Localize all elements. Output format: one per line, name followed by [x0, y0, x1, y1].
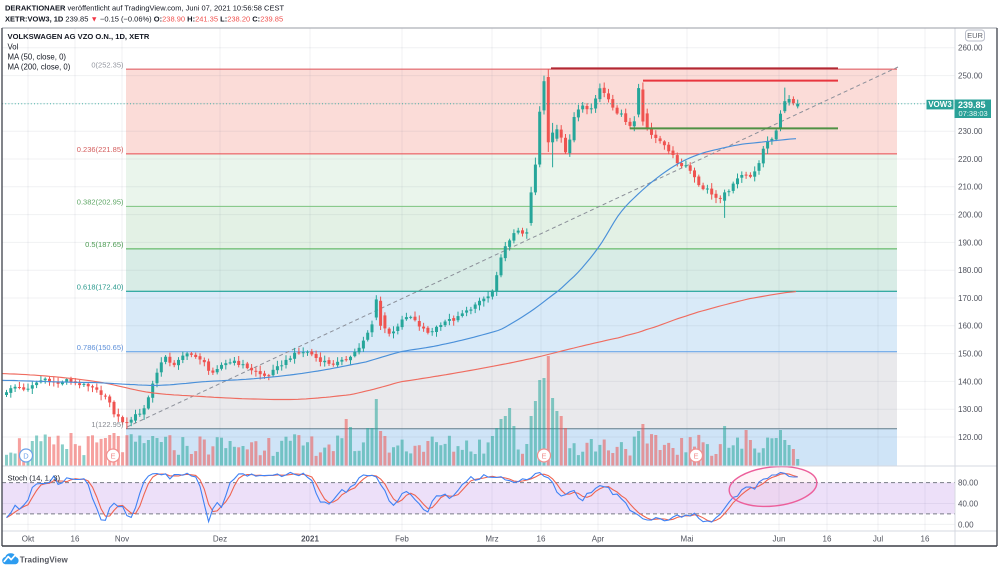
svg-text:180.00: 180.00: [958, 266, 983, 275]
svg-text:16: 16: [823, 534, 832, 543]
svg-text:Mrz: Mrz: [485, 534, 498, 543]
svg-text:239.85: 239.85: [958, 100, 986, 110]
svg-text:Jul: Jul: [873, 534, 883, 543]
svg-text:190.00: 190.00: [958, 238, 983, 247]
svg-text:Stoch (14, 1, 3): Stoch (14, 1, 3): [8, 474, 61, 483]
svg-text:260.00: 260.00: [958, 44, 983, 53]
svg-text:220.00: 220.00: [958, 155, 983, 164]
svg-text:MA (200, close, 0): MA (200, close, 0): [8, 63, 71, 72]
svg-text:E: E: [110, 451, 115, 460]
svg-text:120.00: 120.00: [958, 433, 983, 442]
svg-text:170.00: 170.00: [958, 294, 983, 303]
svg-text:150.00: 150.00: [958, 350, 983, 359]
svg-text:XETR:VOW3, 1D 239.85 ▼ −0.15: XETR:VOW3, 1D 239.85 ▼ −0.15 (−0.06%) O:…: [5, 15, 283, 24]
svg-text:0.618(172.40): 0.618(172.40): [77, 283, 124, 292]
svg-text:VOLKSWAGEN AG VZO O.N., 1D, XE: VOLKSWAGEN AG VZO O.N., 1D, XETR: [8, 32, 150, 41]
svg-text:MA (50, close, 0): MA (50, close, 0): [8, 52, 67, 61]
svg-text:16: 16: [537, 534, 546, 543]
svg-text:1(122.95): 1(122.95): [91, 420, 124, 429]
svg-text:40.00: 40.00: [958, 499, 979, 508]
svg-text:0.236(221.85): 0.236(221.85): [77, 145, 124, 154]
svg-text:Jun: Jun: [773, 534, 786, 543]
svg-text:200.00: 200.00: [958, 211, 983, 220]
svg-text:250.00: 250.00: [958, 72, 983, 81]
svg-text:D: D: [23, 451, 29, 460]
svg-text:Okt: Okt: [22, 534, 35, 543]
svg-text:Mai: Mai: [681, 534, 694, 543]
svg-text:Dez: Dez: [213, 534, 227, 543]
svg-text:160.00: 160.00: [958, 322, 983, 331]
svg-text:VOW3: VOW3: [928, 100, 952, 109]
svg-text:140.00: 140.00: [958, 377, 983, 386]
svg-text:E: E: [693, 451, 698, 460]
svg-text:TradingView: TradingView: [20, 556, 69, 565]
svg-text:16: 16: [71, 534, 80, 543]
svg-text:DERAKTIONAER veröffentlicht au: DERAKTIONAER veröffentlicht auf TradingV…: [5, 4, 284, 13]
svg-text:0(252.35): 0(252.35): [91, 60, 124, 69]
svg-text:0.786(150.65): 0.786(150.65): [77, 343, 124, 352]
svg-text:0.382(202.95): 0.382(202.95): [77, 198, 124, 207]
svg-text:0.5(187.65): 0.5(187.65): [85, 240, 124, 249]
svg-text:Apr: Apr: [592, 534, 605, 543]
svg-text:E: E: [541, 451, 546, 460]
svg-text:80.00: 80.00: [958, 479, 979, 488]
svg-text:Nov: Nov: [115, 534, 129, 543]
svg-text:16: 16: [921, 534, 930, 543]
svg-text:230.00: 230.00: [958, 127, 983, 136]
svg-text:2021: 2021: [301, 534, 319, 543]
svg-text:130.00: 130.00: [958, 405, 983, 414]
svg-text:EUR: EUR: [967, 31, 983, 40]
svg-text:0.00: 0.00: [958, 520, 974, 529]
svg-text:Vol: Vol: [8, 42, 19, 51]
svg-text:07:38:03: 07:38:03: [959, 109, 988, 118]
svg-text:210.00: 210.00: [958, 183, 983, 192]
svg-text:Feb: Feb: [395, 534, 409, 543]
